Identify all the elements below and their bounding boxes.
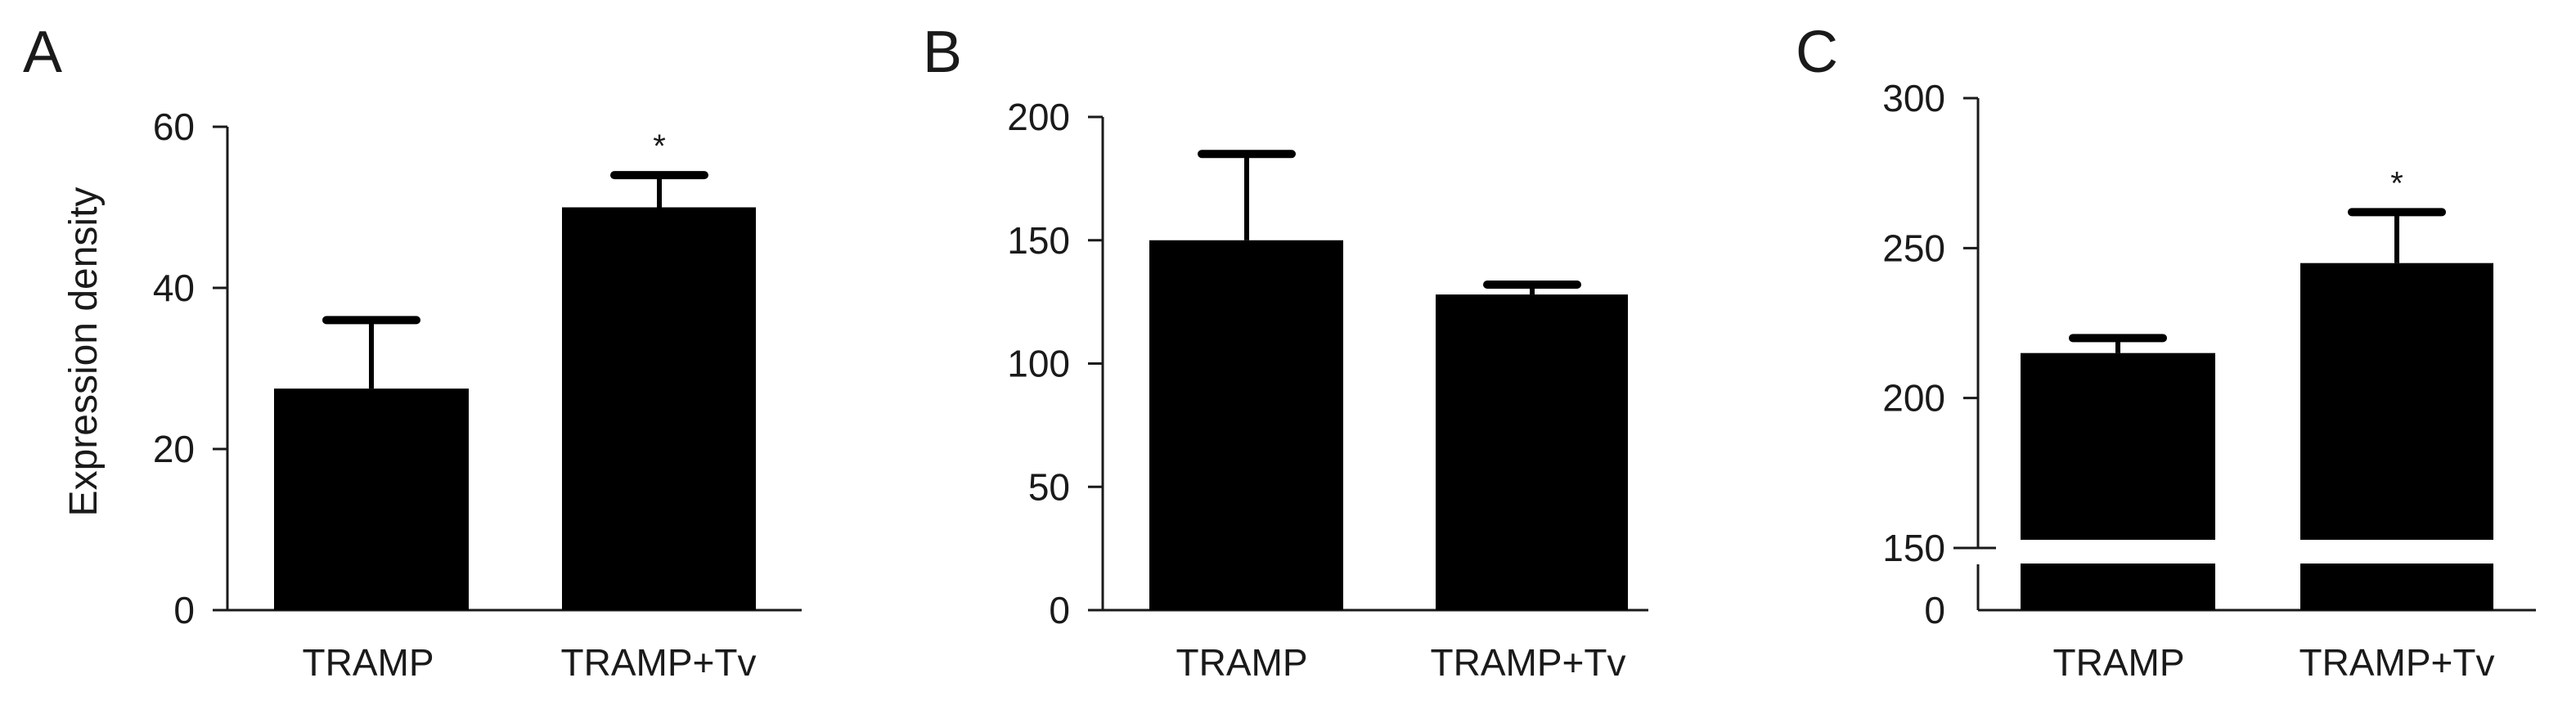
y-tick-label: 50 [1028, 465, 1070, 508]
bar-upper [2300, 263, 2493, 540]
x-tick-label: TRAMP [2053, 641, 2185, 684]
panel-label-c: C [1796, 20, 1838, 85]
y-tick-label: 60 [153, 106, 195, 148]
y-tick-label: 200 [1007, 96, 1070, 138]
significance-marker: * [653, 128, 666, 164]
y-tick-label: 20 [153, 428, 195, 470]
y-tick-label: 250 [1882, 227, 1945, 269]
panel-label-b: B [923, 20, 962, 85]
panel-c: C 0 150 200 250 300 TRAMP TRAMP+Tv * [1796, 20, 2536, 684]
panel-a: A Expression density 0 20 40 60 TRAMP TRAMP+Tv * [23, 20, 802, 684]
x-tick-label: TRAMP [303, 641, 434, 684]
x-tick-label: TRAMP+Tv [1431, 641, 1626, 684]
y-tick-label: 40 [153, 267, 195, 309]
x-tick-label: TRAMP [1176, 641, 1308, 684]
y-tick-label: 0 [1049, 589, 1070, 631]
y-tick-label: 200 [1882, 377, 1945, 420]
y-tick-label: 0 [1924, 589, 1945, 631]
significance-marker: * [2390, 165, 2403, 201]
panel-b: B 0 50 100 150 200 TRAMP TRAMP+Tv [923, 20, 1648, 684]
y-tick-label: 300 [1882, 77, 1945, 119]
panel-label-a: A [23, 20, 62, 85]
bar-lower [2021, 564, 2215, 610]
bar-upper [2021, 352, 2215, 540]
y-tick-label: 100 [1007, 343, 1070, 385]
bar [274, 388, 469, 610]
x-tick-label: TRAMP+Tv [2300, 641, 2495, 684]
x-tick-label: TRAMP+Tv [561, 641, 757, 684]
y-tick-label: 0 [173, 589, 195, 631]
bar [1436, 294, 1628, 610]
bar [1149, 240, 1343, 610]
y-axis-title: Expression density [62, 187, 106, 517]
y-tick-label: 150 [1882, 527, 1945, 569]
y-tick-label: 150 [1007, 219, 1070, 262]
bar-lower [2300, 564, 2493, 610]
bar [562, 207, 756, 610]
